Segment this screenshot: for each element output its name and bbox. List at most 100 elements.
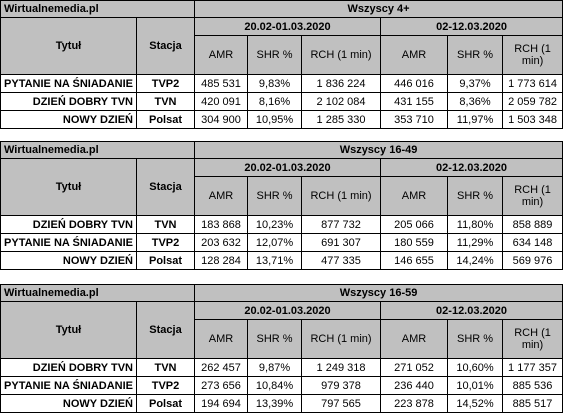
- period-header: 02-12.03.2020: [380, 158, 563, 177]
- metric-value: 10,95%: [247, 110, 303, 129]
- metric-value: 477 335: [301, 251, 382, 270]
- metric-value: 10,01%: [447, 376, 504, 395]
- metric-value: 262 457: [194, 358, 249, 377]
- metric-value: 183 868: [194, 215, 249, 234]
- metric-value: 634 148: [502, 233, 563, 252]
- metric-value: 12,07%: [247, 233, 303, 252]
- period-header: 20.02-01.03.2020: [194, 17, 382, 36]
- metric-header: RCH (1 min): [502, 176, 563, 216]
- metric-value: 2 102 084: [301, 92, 382, 111]
- metric-value: 1 285 330: [301, 110, 382, 129]
- period-header: 20.02-01.03.2020: [194, 158, 382, 177]
- metric-value: 858 889: [502, 215, 563, 234]
- period-header: 02-12.03.2020: [380, 301, 563, 320]
- metric-header: RCH (1 min): [301, 176, 382, 216]
- metric-value: 885 517: [502, 394, 563, 413]
- audience-label: Wszyscy 4+: [194, 0, 563, 18]
- ratings-table: Wirtualnemedia.pl Wszyscy 16-59 Tytuł Stacj…: [0, 284, 563, 413]
- metric-header: AMR: [380, 35, 449, 75]
- metric-value: 979 378: [301, 376, 382, 395]
- metric-header: AMR: [194, 176, 249, 216]
- program-title: DZIEŃ DOBRY TVN: [0, 358, 137, 377]
- metric-value: 13,71%: [247, 251, 303, 270]
- channel-name: TVP2: [135, 74, 196, 93]
- title-column-header: Tytuł: [0, 301, 137, 359]
- metric-value: 271 052: [380, 358, 449, 377]
- table-row: NOWY DZIEŃ Polsat 304 900 10,95% 1 285 330 35…: [0, 110, 563, 129]
- metric-value: 10,23%: [247, 215, 303, 234]
- channel-name: TVP2: [135, 233, 196, 252]
- channel-column-header: Stacja: [135, 17, 196, 75]
- metric-value: 180 559: [380, 233, 449, 252]
- channel-name: TVP2: [135, 376, 196, 395]
- table-row: DZIEŃ DOBRY TVN TVN 262 457 9,87% 1 249 318 2…: [0, 358, 563, 377]
- metric-value: 2 059 782: [502, 92, 563, 111]
- program-title: PYTANIE NA ŚNIADANIE: [0, 233, 137, 252]
- source-label: Wirtualnemedia.pl: [0, 0, 196, 18]
- program-title: DZIEŃ DOBRY TVN: [0, 215, 137, 234]
- table-row: NOWY DZIEŃ Polsat 128 284 13,71% 477 335 146 …: [0, 251, 563, 270]
- metric-value: 353 710: [380, 110, 449, 129]
- audience-label: Wszyscy 16-59: [194, 284, 563, 302]
- channel-name: Polsat: [135, 110, 196, 129]
- title-column-header: Tytuł: [0, 17, 137, 75]
- metric-value: 194 694: [194, 394, 249, 413]
- metric-value: 431 155: [380, 92, 449, 111]
- metric-value: 11,80%: [447, 215, 504, 234]
- metric-value: 236 440: [380, 376, 449, 395]
- metric-header: RCH (1 min): [301, 35, 382, 75]
- metric-value: 569 976: [502, 251, 563, 270]
- metric-value: 273 656: [194, 376, 249, 395]
- metric-header: SHR %: [247, 35, 303, 75]
- table-row: PYTANIE NA ŚNIADANIE TVP2 485 531 9,83% 1 83…: [0, 74, 563, 93]
- source-label: Wirtualnemedia.pl: [0, 141, 196, 159]
- metric-header: AMR: [194, 35, 249, 75]
- metric-header: AMR: [194, 319, 249, 359]
- title-column-header: Tytuł: [0, 158, 137, 216]
- metric-value: 203 632: [194, 233, 249, 252]
- metric-header: RCH (1 min): [301, 319, 382, 359]
- metric-header: SHR %: [247, 176, 303, 216]
- channel-name: TVN: [135, 215, 196, 234]
- table-row: NOWY DZIEŃ Polsat 194 694 13,39% 797 565 223 …: [0, 394, 563, 413]
- program-title: NOWY DZIEŃ: [0, 110, 137, 129]
- channel-column-header: Stacja: [135, 301, 196, 359]
- metric-value: 11,29%: [447, 233, 504, 252]
- metric-header: SHR %: [447, 176, 504, 216]
- metric-value: 877 732: [301, 215, 382, 234]
- program-title: PYTANIE NA ŚNIADANIE: [0, 74, 137, 93]
- metric-header: SHR %: [247, 319, 303, 359]
- audience-label: Wszyscy 16-49: [194, 141, 563, 159]
- metric-value: 9,83%: [247, 74, 303, 93]
- metric-header: SHR %: [447, 35, 504, 75]
- ratings-table: Wirtualnemedia.pl Wszyscy 4+ Tytuł Stacja 20…: [0, 0, 563, 129]
- period-header: 02-12.03.2020: [380, 17, 563, 36]
- program-title: NOWY DZIEŃ: [0, 251, 137, 270]
- metric-value: 223 878: [380, 394, 449, 413]
- metric-value: 1 836 224: [301, 74, 382, 93]
- channel-name: Polsat: [135, 394, 196, 413]
- metric-value: 1 773 614: [502, 74, 563, 93]
- metric-value: 13,39%: [247, 394, 303, 413]
- table-row: PYTANIE NA ŚNIADANIE TVP2 203 632 12,07% 691…: [0, 233, 563, 252]
- program-title: NOWY DZIEŃ: [0, 394, 137, 413]
- metric-value: 10,60%: [447, 358, 504, 377]
- metric-value: 446 016: [380, 74, 449, 93]
- metric-value: 8,16%: [247, 92, 303, 111]
- metric-header: AMR: [380, 176, 449, 216]
- metric-value: 1 249 318: [301, 358, 382, 377]
- metric-value: 10,84%: [247, 376, 303, 395]
- metric-value: 146 655: [380, 251, 449, 270]
- metric-value: 9,37%: [447, 74, 504, 93]
- metric-header: RCH (1 min): [502, 319, 563, 359]
- program-title: DZIEŃ DOBRY TVN: [0, 92, 137, 111]
- metric-value: 885 536: [502, 376, 563, 395]
- table-row: DZIEŃ DOBRY TVN TVN 420 091 8,16% 2 102 084 4…: [0, 92, 563, 111]
- program-title: PYTANIE NA ŚNIADANIE: [0, 376, 137, 395]
- metric-header: RCH (1 min): [502, 35, 563, 75]
- metric-value: 304 900: [194, 110, 249, 129]
- table-row: DZIEŃ DOBRY TVN TVN 183 868 10,23% 877 732 20…: [0, 215, 563, 234]
- metric-value: 691 307: [301, 233, 382, 252]
- metric-value: 485 531: [194, 74, 249, 93]
